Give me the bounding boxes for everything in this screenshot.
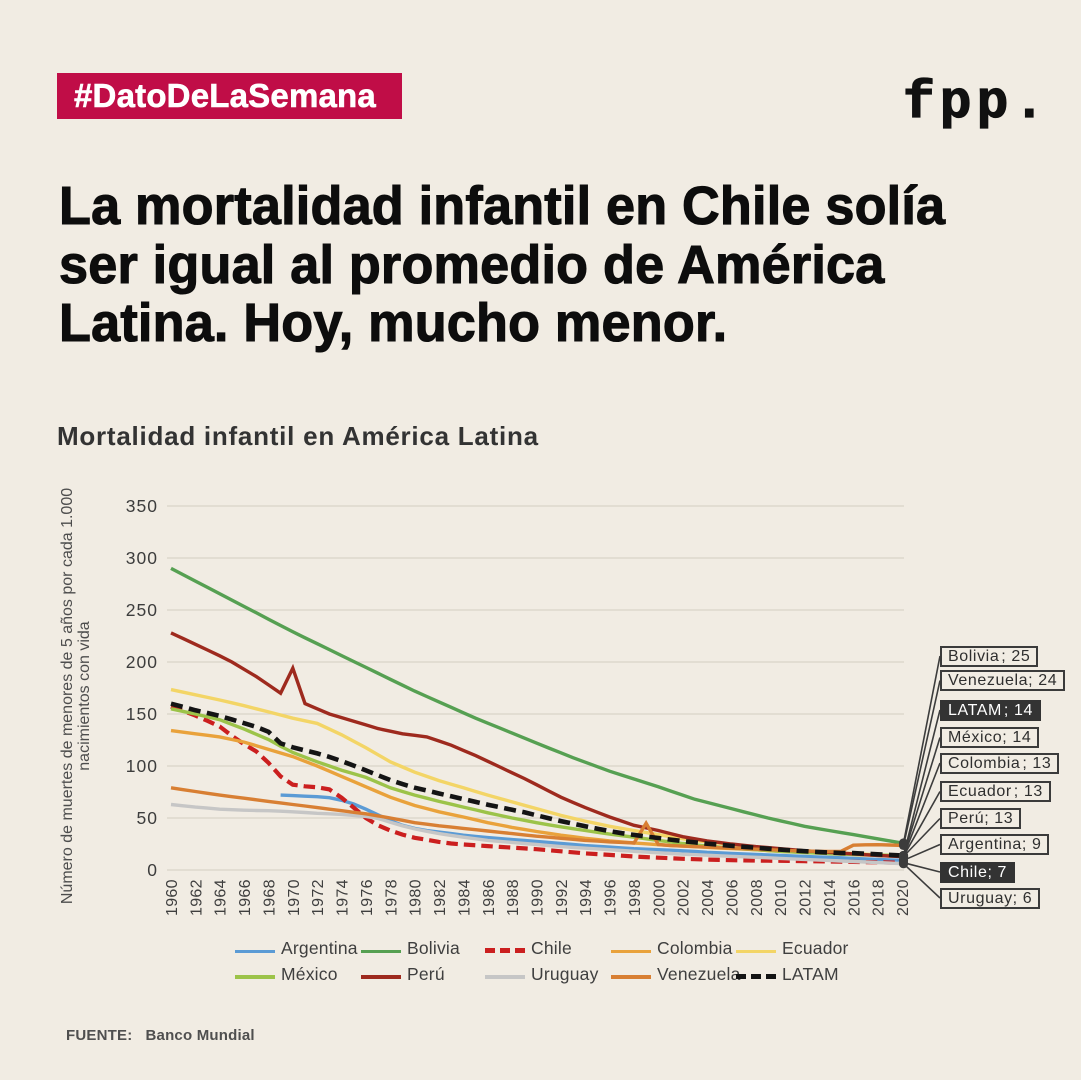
svg-text:1972: 1972 [310, 879, 327, 916]
svg-text:1992: 1992 [554, 879, 571, 916]
svg-text:1998: 1998 [627, 879, 644, 916]
svg-text:250: 250 [126, 600, 158, 620]
svg-text:2006: 2006 [724, 879, 741, 916]
svg-text:1982: 1982 [432, 879, 449, 916]
svg-text:1996: 1996 [603, 879, 620, 916]
svg-text:1970: 1970 [286, 879, 303, 916]
svg-text:1960: 1960 [164, 879, 181, 916]
svg-text:2008: 2008 [749, 879, 766, 916]
svg-text:1984: 1984 [456, 879, 473, 916]
svg-text:2018: 2018 [871, 879, 888, 916]
svg-text:0: 0 [147, 860, 158, 880]
svg-text:1988: 1988 [505, 879, 522, 916]
svg-text:2002: 2002 [676, 879, 693, 916]
svg-text:1966: 1966 [237, 879, 254, 916]
svg-text:1980: 1980 [408, 879, 425, 916]
svg-text:1990: 1990 [530, 879, 547, 916]
svg-text:1976: 1976 [359, 879, 376, 916]
svg-text:1968: 1968 [262, 879, 279, 916]
svg-text:1978: 1978 [383, 879, 400, 916]
svg-text:2014: 2014 [822, 879, 839, 916]
svg-text:1994: 1994 [578, 879, 595, 916]
svg-text:2004: 2004 [700, 879, 717, 916]
svg-text:200: 200 [126, 652, 158, 672]
svg-text:2020: 2020 [895, 879, 912, 916]
svg-text:350: 350 [126, 496, 158, 516]
svg-text:1964: 1964 [213, 879, 230, 916]
svg-text:300: 300 [126, 548, 158, 568]
svg-text:1962: 1962 [188, 879, 205, 916]
svg-text:2016: 2016 [846, 879, 863, 916]
svg-text:2000: 2000 [651, 879, 668, 916]
svg-text:1974: 1974 [335, 879, 352, 916]
svg-text:50: 50 [137, 808, 158, 828]
svg-text:1986: 1986 [481, 879, 498, 916]
svg-text:150: 150 [126, 704, 158, 724]
svg-text:2012: 2012 [798, 879, 815, 916]
svg-text:2010: 2010 [773, 879, 790, 916]
svg-text:100: 100 [126, 756, 158, 776]
